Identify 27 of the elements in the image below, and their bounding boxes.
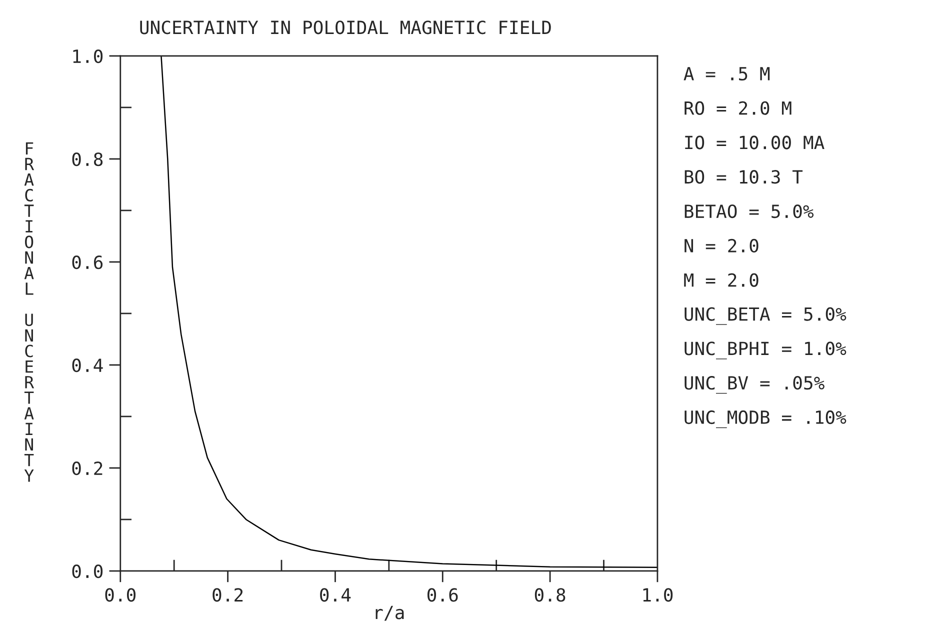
text: UNC_BETA = 5.0% bbox=[684, 307, 846, 325]
x-axis-title: r/a bbox=[376, 606, 404, 621]
x-tick-label: 0.4 bbox=[320, 588, 351, 602]
text: N = 2.0 bbox=[684, 238, 758, 253]
x-tick-label: 1.0 bbox=[643, 588, 673, 602]
text: UNC_BPHI = 1.0% bbox=[684, 342, 846, 360]
text: IO = 10.00 MA bbox=[685, 136, 824, 150]
text: UNC_BV = .05% bbox=[684, 376, 824, 394]
x-tick-label: 0.8 bbox=[534, 588, 566, 602]
y-tick-label: 0.4 bbox=[72, 358, 103, 372]
text: FRACTIONAL UNCERTAINTY bbox=[24, 142, 34, 482]
text: A = .5 M bbox=[684, 67, 770, 81]
chart-title: UNCERTAINTY IN POLOIDAL MAGNETIC FIELD bbox=[140, 20, 551, 34]
text: M = 2.0 bbox=[684, 273, 758, 287]
x-tick-label: 0.0 bbox=[105, 588, 136, 602]
line-series bbox=[160, 56, 658, 568]
y-tick-label: 0.0 bbox=[72, 564, 103, 578]
x-tick-label: 0.2 bbox=[212, 588, 243, 602]
text: RO = 2.0 M bbox=[684, 101, 792, 115]
text: BETAO = 5.0% bbox=[684, 204, 814, 218]
text: UNC_MODB = .10% bbox=[684, 410, 846, 428]
y-tick-label: 0.8 bbox=[72, 152, 103, 166]
y-tick-label: 0.6 bbox=[72, 255, 103, 270]
y-tick-label: 1.0 bbox=[73, 49, 103, 64]
x-tick-label: 0.6 bbox=[427, 588, 458, 602]
y-tick-label: 0.2 bbox=[72, 461, 102, 476]
text: BO = 10.3 T bbox=[684, 170, 803, 184]
